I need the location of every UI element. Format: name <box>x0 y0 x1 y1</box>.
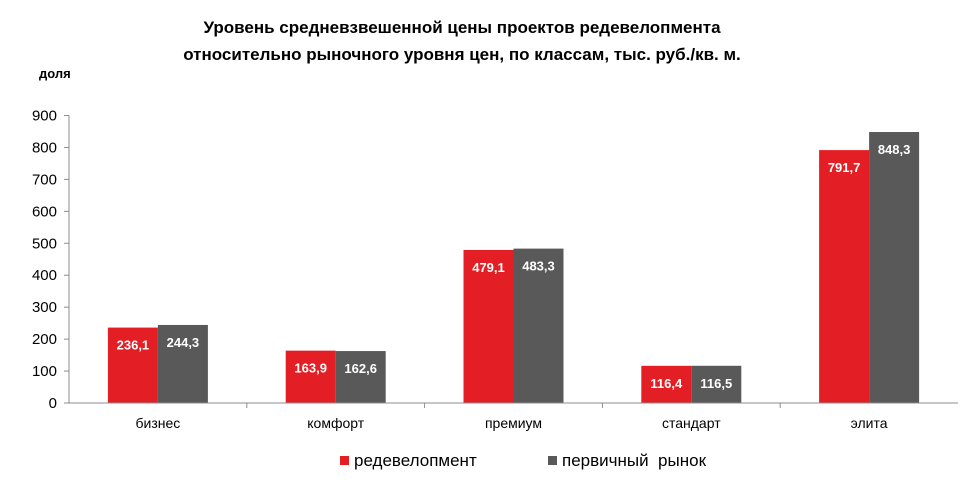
data-label: 479,1 <box>472 260 505 275</box>
data-label: 116,4 <box>650 376 683 391</box>
data-label: 116,5 <box>700 376 732 391</box>
chart-title-line-1: Уровень средневзвешенной цены проектов р… <box>203 18 721 37</box>
bars-group: 236,1 244,3 163,9 162,6 479,1 483,3 116,4 116,5… <box>107 132 920 404</box>
bar-redevelopment <box>819 150 870 403</box>
data-label: 791,7 <box>828 160 861 175</box>
x-category-label: элита <box>851 415 888 431</box>
data-label: 163,9 <box>294 361 327 376</box>
y-tick-label: 400 <box>32 267 57 284</box>
bar-redevelopment <box>641 365 692 403</box>
legend-label-redevelopment: редевелопмент <box>354 451 477 470</box>
y-tick-label: 900 <box>32 108 57 125</box>
bar-redevelopment <box>107 327 158 403</box>
bar-primary-market <box>157 324 208 403</box>
legend-swatch-redevelopment <box>340 456 349 465</box>
y-tick-label: 800 <box>32 139 57 156</box>
y-tick-label: 600 <box>32 203 57 220</box>
legend-label-primary-market: первичный рынок <box>562 451 707 470</box>
y-tick-label: 500 <box>32 235 57 252</box>
legend-swatch-primary-market <box>548 456 557 465</box>
data-label: 848,3 <box>878 142 911 157</box>
y-tick-label: 700 <box>32 171 57 188</box>
y-tick-label: 100 <box>32 363 57 380</box>
bar-primary-market <box>691 365 742 403</box>
x-axis-categories: бизнес комфорт премиум стандарт элита <box>136 403 888 431</box>
data-label: 483,3 <box>522 259 555 274</box>
x-category-label: стандарт <box>662 415 721 431</box>
x-category-label: комфорт <box>307 415 364 431</box>
y-unit-label: доля <box>39 66 71 81</box>
legend: редевелопмент первичный рынок <box>340 451 707 470</box>
data-label: 162,6 <box>344 361 377 376</box>
y-axis-ticks: 0 100 200 300 400 500 600 700 800 900 <box>32 108 69 412</box>
y-tick-label: 300 <box>32 299 57 316</box>
bar-primary-market <box>869 132 920 404</box>
bar-primary-market <box>513 248 564 403</box>
chart-title-line-2: относительно рыночного уровня цен, по кл… <box>183 45 741 64</box>
x-category-label: премиум <box>485 415 542 431</box>
data-label: 236,1 <box>117 338 150 353</box>
y-tick-label: 0 <box>49 395 57 412</box>
x-category-label: бизнес <box>136 415 181 431</box>
bar-primary-market <box>335 351 386 403</box>
bar-redevelopment <box>285 350 336 403</box>
bar-redevelopment <box>463 249 514 403</box>
data-label: 244,3 <box>167 335 200 350</box>
y-tick-label: 200 <box>32 331 57 348</box>
